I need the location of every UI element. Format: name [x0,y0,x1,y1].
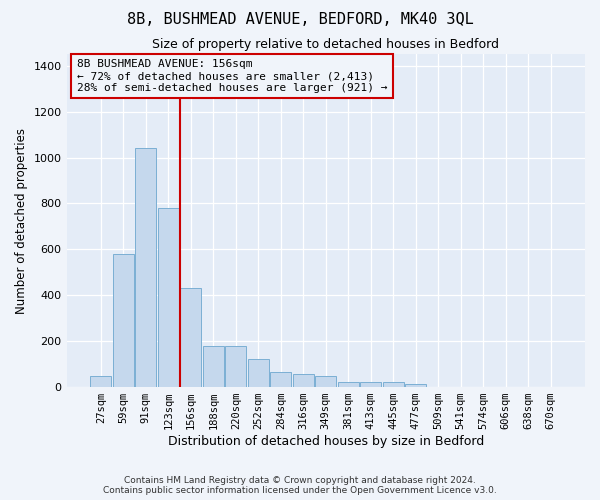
Bar [360,382,382,386]
Bar [225,346,247,387]
Bar [315,376,337,386]
Bar [293,374,314,386]
Bar [158,208,179,386]
Bar [135,148,157,386]
Text: 8B, BUSHMEAD AVENUE, BEDFORD, MK40 3QL: 8B, BUSHMEAD AVENUE, BEDFORD, MK40 3QL [127,12,473,28]
Bar [383,382,404,386]
Bar [203,346,224,387]
Bar [180,288,202,386]
Text: 8B BUSHMEAD AVENUE: 156sqm
← 72% of detached houses are smaller (2,413)
28% of s: 8B BUSHMEAD AVENUE: 156sqm ← 72% of deta… [77,60,388,92]
Bar [90,376,112,386]
X-axis label: Distribution of detached houses by size in Bedford: Distribution of detached houses by size … [167,434,484,448]
Title: Size of property relative to detached houses in Bedford: Size of property relative to detached ho… [152,38,499,51]
Bar [248,359,269,386]
Y-axis label: Number of detached properties: Number of detached properties [15,128,28,314]
Bar [405,384,427,386]
Text: Contains HM Land Registry data © Crown copyright and database right 2024.
Contai: Contains HM Land Registry data © Crown c… [103,476,497,495]
Bar [113,254,134,386]
Bar [338,382,359,386]
Bar [270,372,292,386]
